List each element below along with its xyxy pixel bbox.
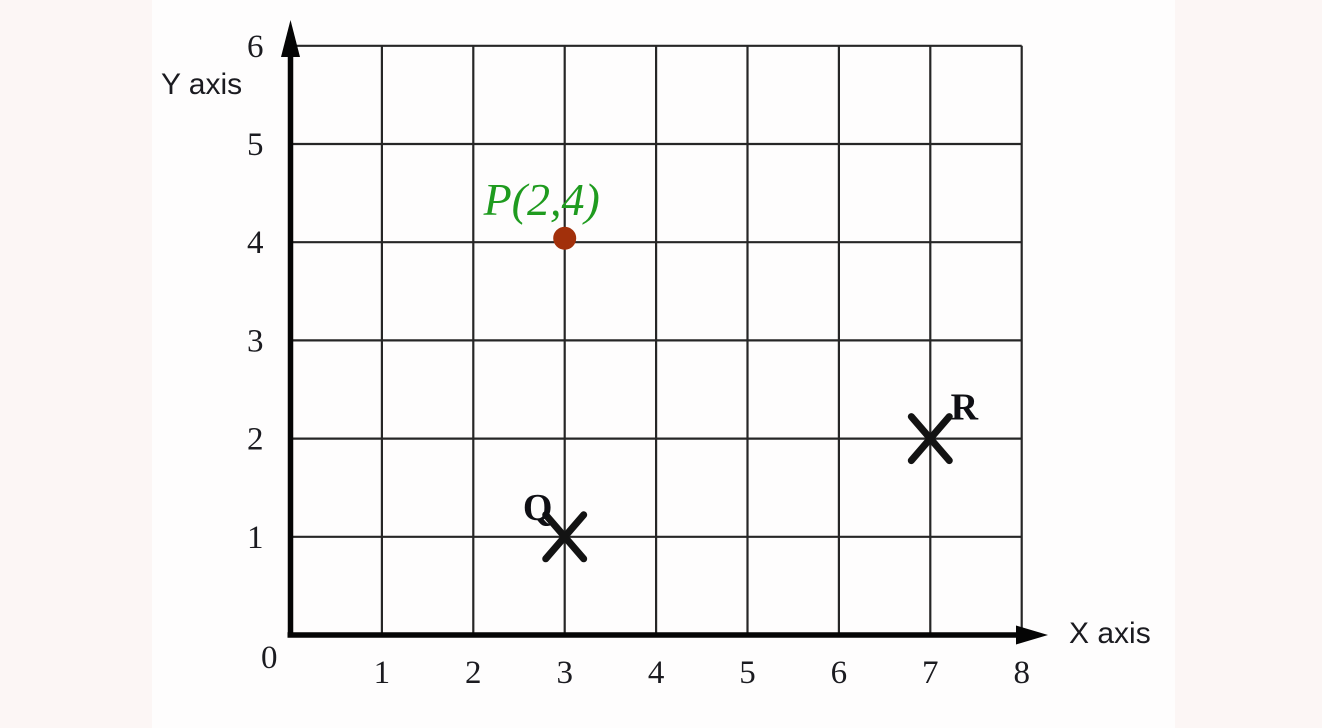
x-tick-label-7: 7 (922, 655, 939, 691)
y-tick-label-1: 1 (247, 520, 264, 556)
y-tick-label-6: 6 (247, 29, 264, 65)
y-tick-label-5: 5 (247, 127, 264, 163)
point-dot-P (553, 226, 577, 250)
x-axis-arrow-icon (1016, 625, 1048, 645)
point-cross-Q (542, 511, 588, 563)
x-tick-label-1: 1 (374, 655, 391, 691)
y-tick-label-2: 2 (247, 422, 264, 458)
point-cross-R (907, 413, 953, 465)
x-tick-label-3: 3 (556, 655, 573, 691)
x-tick-label-4: 4 (648, 655, 665, 691)
point-label-P: P(2,4) (483, 174, 600, 225)
x-axis-title: X axis (1069, 617, 1151, 650)
x-tick-label-5: 5 (739, 655, 756, 691)
x-tick-label-8: 8 (1013, 655, 1030, 691)
point-label-Q: Q (523, 487, 553, 529)
x-tick-label-2: 2 (465, 655, 482, 691)
y-axis-title: Y axis (161, 68, 243, 101)
y-axis-arrow-icon (281, 20, 300, 57)
x-tick-label-6: 6 (831, 655, 848, 691)
y-tick-label-3: 3 (247, 323, 264, 359)
point-label-R: R (951, 387, 979, 429)
origin-tick-label: 0 (261, 640, 278, 676)
y-tick-label-4: 4 (247, 225, 264, 261)
video-frame-panel (152, 0, 1175, 728)
